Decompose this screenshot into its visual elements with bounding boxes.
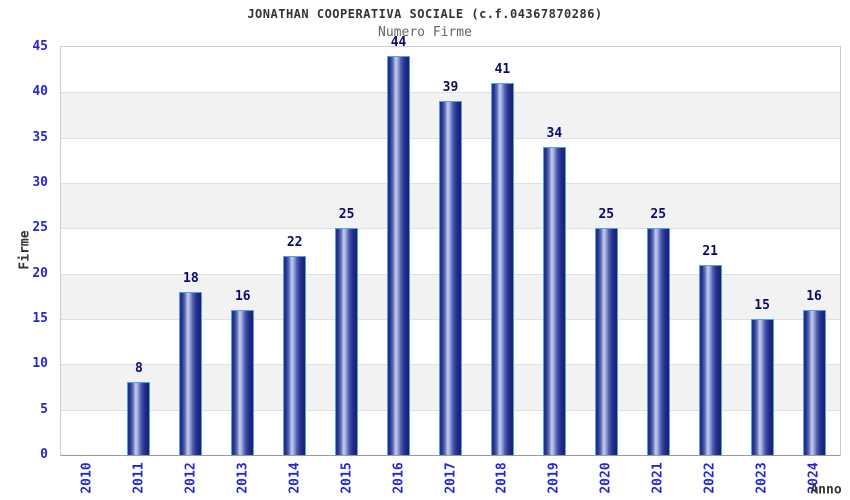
bar-2021: [646, 228, 670, 455]
x-tick-2013: 2013: [235, 462, 251, 494]
x-tick-2012: 2012: [183, 462, 199, 494]
x-tick-2010: 2010: [79, 462, 95, 494]
x-tick-2022: 2022: [702, 462, 718, 494]
bar-2017: [439, 101, 462, 455]
bar-2016: [387, 56, 411, 455]
x-tick-2016: 2016: [391, 462, 407, 494]
bar-2012: [179, 291, 203, 455]
chart-subtitle: Numero Firme: [378, 25, 472, 40]
bar-value-2013: 16: [234, 288, 251, 304]
bar-2015: [335, 228, 359, 455]
bar-value-2020: 25: [598, 207, 615, 223]
y-tick-30: 30: [32, 175, 48, 190]
x-tick-2019: 2019: [546, 462, 562, 494]
bar-value-2014: 22: [286, 234, 303, 250]
bar-value-2018: 41: [494, 62, 511, 78]
bar-2022: [698, 264, 722, 455]
x-tick-2018: 2018: [494, 462, 510, 494]
bar-2019: [542, 146, 566, 455]
bar-value-2019: 34: [546, 125, 563, 141]
y-tick-10: 10: [32, 356, 48, 372]
y-tick-15: 15: [32, 311, 48, 326]
bar-2011: [127, 382, 151, 455]
bar-2020: [594, 228, 618, 455]
y-tick-25: 25: [32, 220, 48, 236]
bar-value-2011: 8: [134, 361, 143, 377]
bar-value-2017: 39: [442, 80, 459, 96]
bar-value-2024: 16: [806, 288, 822, 304]
x-tick-2015: 2015: [339, 462, 355, 494]
bar-2023: [750, 319, 774, 455]
x-axis-title: Anno: [810, 482, 842, 498]
x-tick-2020: 2020: [598, 462, 614, 494]
bar-value-2016: 44: [390, 35, 407, 51]
x-axis-ticks: 2010 2011 2012 2013 2014 2015 2016 2017 2018 2019…: [61, 456, 840, 500]
bar-value-2015: 25: [338, 207, 355, 223]
bar-2014: [283, 255, 307, 455]
y-tick-45: 45: [32, 39, 48, 54]
x-tick-2014: 2014: [287, 462, 303, 494]
gridline-40: [61, 92, 840, 94]
y-axis-ticks: 0 5 10 15 20 25 30 35 40 45: [0, 40, 55, 462]
y-tick-0: 0: [40, 447, 48, 462]
plot-area: 8 18 16 22 25 44 39 41 34 25 25 21 15 16: [60, 36, 841, 456]
bar-value-2023: 15: [754, 298, 770, 313]
chart-title: JONATHAN COOPERATIVA SOCIALE (c.f.043678…: [247, 7, 603, 21]
bar-value-2012: 18: [183, 270, 199, 286]
y-tick-5: 5: [40, 401, 48, 417]
y-tick-40: 40: [32, 84, 48, 100]
bar-2024: [802, 309, 826, 455]
bar-2013: [231, 309, 255, 455]
bar-value-2021: 25: [650, 207, 667, 223]
bar-value-2022: 21: [702, 243, 718, 259]
x-tick-2017: 2017: [443, 462, 458, 494]
x-tick-2011: 2011: [131, 462, 147, 494]
x-tick-2023: 2023: [754, 462, 770, 494]
bar-2018: [490, 83, 514, 455]
x-tick-2021: 2021: [650, 462, 666, 494]
y-tick-20: 20: [32, 265, 48, 281]
y-tick-35: 35: [32, 129, 48, 145]
